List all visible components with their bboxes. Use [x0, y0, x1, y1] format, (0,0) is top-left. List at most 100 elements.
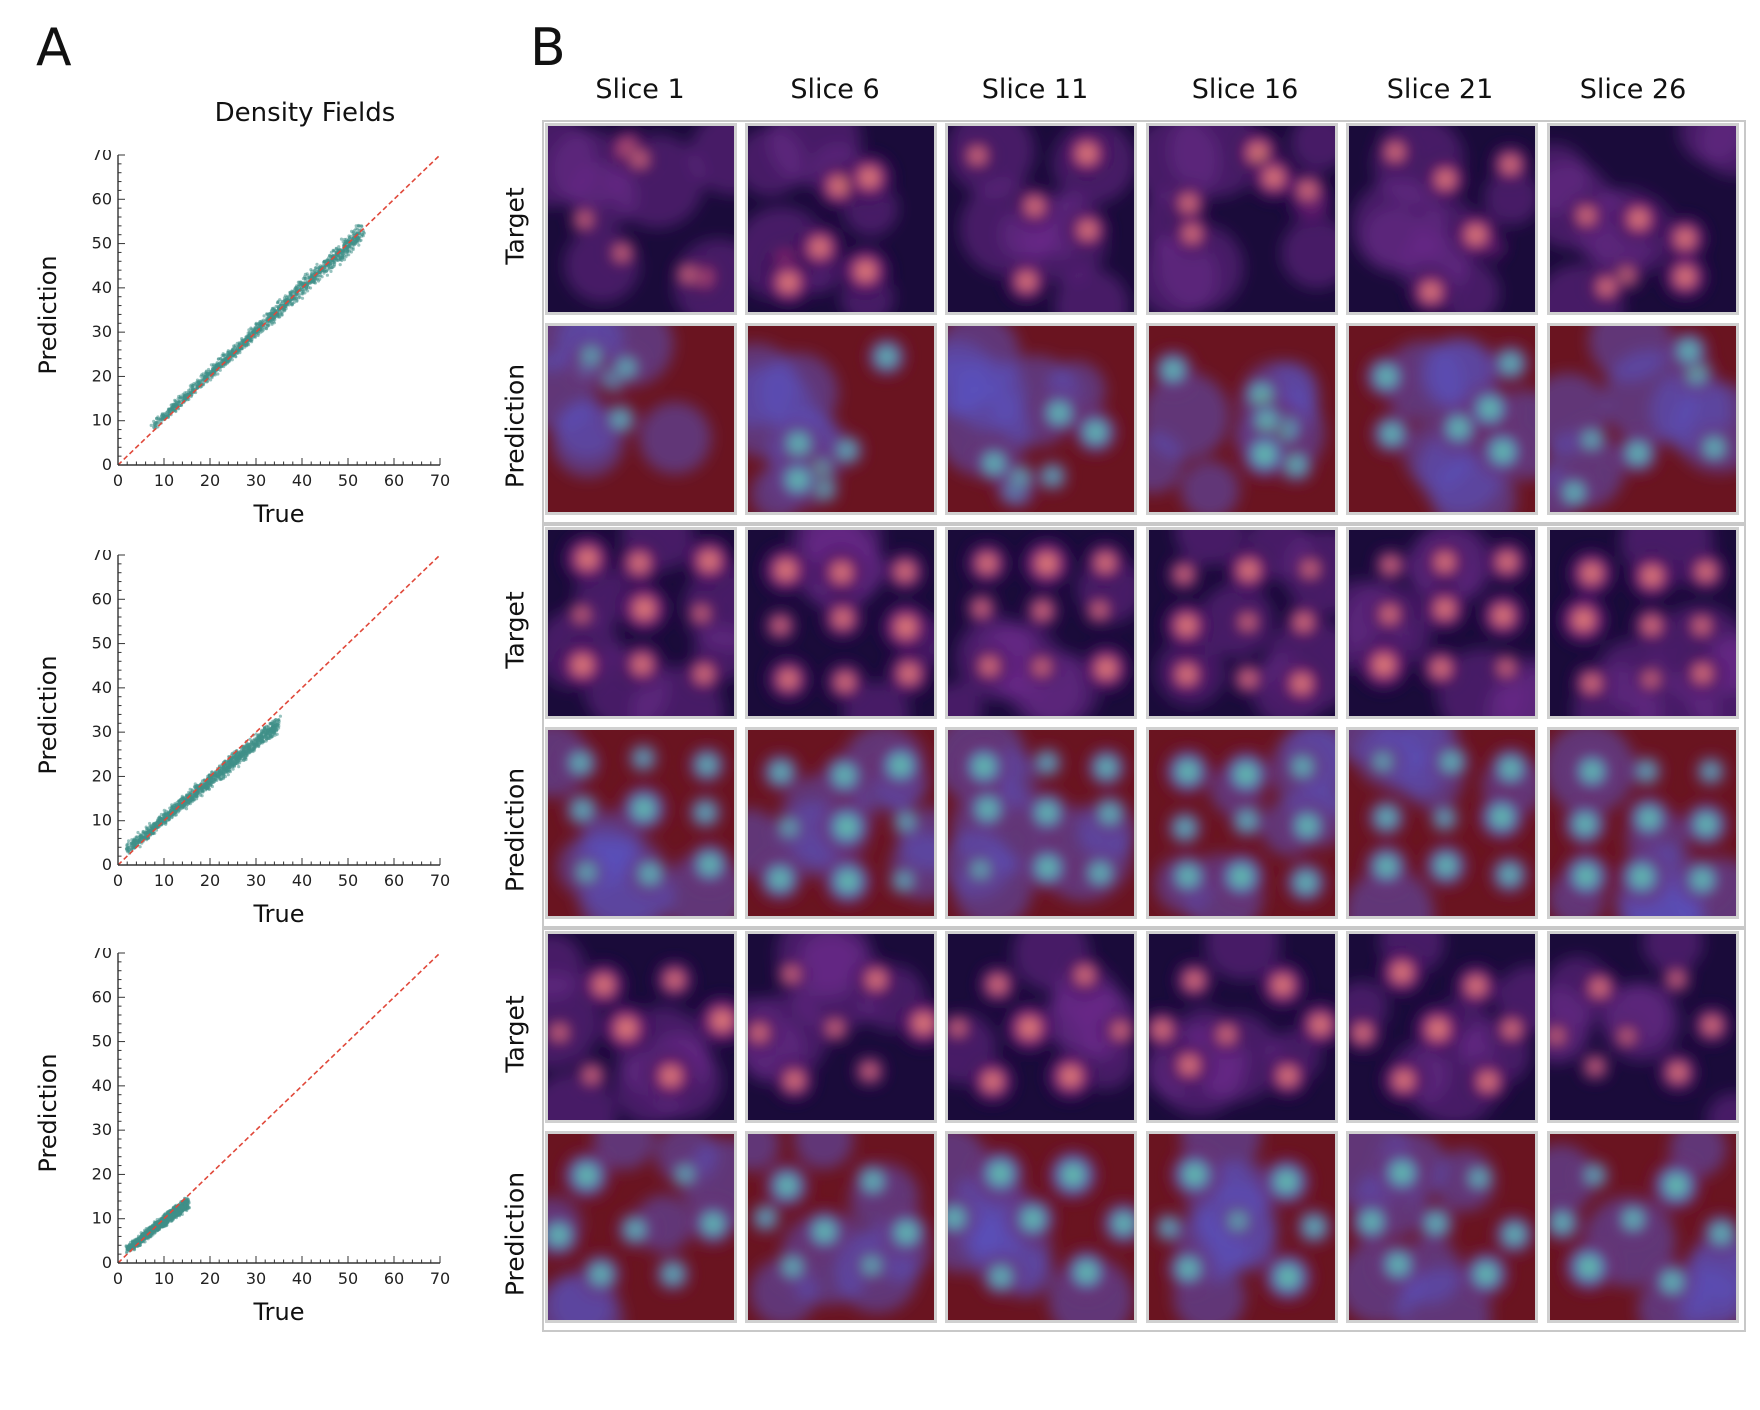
scatter-point — [222, 353, 226, 357]
scatter-point — [326, 264, 331, 268]
scatter-point — [157, 1224, 161, 1228]
scatter-point — [240, 753, 244, 757]
scatter-point — [342, 258, 347, 262]
scatter-point — [280, 299, 284, 303]
scatter-point — [183, 1205, 187, 1209]
scatter-point — [238, 756, 242, 760]
scatter-point — [362, 231, 366, 235]
scatter-point — [252, 330, 256, 334]
scatter-point — [359, 238, 363, 242]
scatter-point — [181, 1205, 185, 1210]
scatter-point — [212, 780, 216, 784]
y-tick-label: 40 — [92, 1076, 112, 1095]
scatter-point — [248, 737, 252, 741]
scatter-point — [153, 822, 157, 826]
scatter-point — [184, 1200, 188, 1204]
scatter-point — [222, 773, 226, 777]
scatter-point — [138, 834, 143, 839]
scatter-point — [226, 354, 230, 358]
scatter-point — [246, 341, 250, 345]
column-label-slice-26: Slice 26 — [1579, 74, 1687, 105]
scatter-point — [139, 837, 143, 841]
y-tick-label: 0 — [102, 855, 112, 874]
scatter-point — [266, 323, 270, 328]
scatter-point — [182, 798, 187, 802]
x-tick-label: 30 — [246, 471, 266, 490]
target-tile — [945, 931, 1137, 1123]
scatter-point — [291, 290, 295, 294]
scatter-point — [293, 297, 297, 301]
scatter-point — [176, 397, 180, 401]
scatter-point — [272, 306, 276, 310]
column-label-slice-21: Slice 21 — [1386, 74, 1494, 105]
scatter-point — [283, 294, 287, 298]
y-tick-label: 20 — [92, 366, 112, 385]
y-tick-label: 0 — [102, 455, 112, 474]
scatter-point — [296, 280, 300, 284]
scatter-point — [243, 338, 247, 342]
scatter-point — [356, 236, 360, 240]
scatter-point — [174, 1207, 178, 1211]
scatter-point — [334, 257, 338, 261]
scatter-point — [291, 301, 295, 306]
scatter-point — [244, 343, 248, 347]
scatter-plot-3: 0 10 20 30 40 50 60 70 0 10 20 30 40 50 60 70 True Predic… — [34, 948, 450, 1326]
scatter-point — [227, 760, 231, 764]
scatter-point — [264, 327, 269, 331]
scatter-point — [201, 789, 205, 793]
scatter-point — [143, 1240, 147, 1244]
y-axis-label: Prediction — [34, 1053, 62, 1172]
x-tick-label: 10 — [154, 1269, 174, 1288]
target-tile — [745, 527, 937, 719]
scatter-point — [240, 337, 244, 341]
row-label-prediction-3: Prediction — [500, 1171, 530, 1297]
y-tick-label: 40 — [92, 278, 112, 297]
scatter-point — [226, 773, 230, 777]
scatter-point — [155, 1218, 159, 1222]
scatter-point — [294, 287, 298, 291]
scatter-point — [174, 1215, 178, 1219]
scatter-point — [278, 714, 282, 718]
scatter-point — [152, 419, 156, 423]
scatter-point — [350, 241, 354, 245]
prediction-tile — [945, 1131, 1137, 1323]
y-tick-label: 20 — [92, 766, 112, 785]
x-tick-label: 10 — [154, 871, 174, 890]
scatter-point — [240, 340, 244, 344]
scatter-point — [231, 347, 235, 351]
x-tick-label: 20 — [200, 871, 220, 890]
row-label-target-2: Target — [500, 591, 530, 669]
prediction-tile — [945, 323, 1137, 515]
scatter-point — [235, 345, 239, 349]
target-tile — [1146, 931, 1338, 1123]
scatter-point — [138, 845, 142, 849]
scatter-point — [226, 770, 230, 774]
scatter-point — [309, 274, 313, 278]
scatter-point — [132, 846, 137, 850]
prediction-tile — [945, 727, 1137, 919]
scatter-point — [224, 357, 229, 361]
scatter-point — [329, 269, 333, 273]
scatter-point — [337, 245, 341, 249]
scatter-plot-2: 0 10 20 30 40 50 60 70 0 10 20 30 40 50 60 70 True Predic… — [34, 550, 450, 928]
scatter-point — [212, 366, 216, 370]
scatter-point — [168, 407, 172, 412]
prediction-tile — [1346, 727, 1538, 919]
scatter-point — [161, 1222, 165, 1226]
scatter-point — [327, 267, 331, 271]
panel-a-label: A — [36, 18, 72, 78]
scatter-point — [128, 1240, 133, 1245]
y-tick-label: 0 — [102, 1253, 112, 1272]
scatter-point — [165, 410, 169, 414]
scatter-point — [174, 803, 178, 807]
scatter-point — [254, 321, 258, 325]
scatter-point — [262, 314, 266, 318]
scatter-point — [190, 390, 194, 395]
scatter-point — [208, 782, 212, 786]
scatter-point — [233, 759, 237, 764]
scatter-point — [190, 385, 194, 389]
scatter-point — [244, 748, 248, 753]
column-label-slice-11: Slice 11 — [981, 74, 1089, 105]
scatter-point — [227, 764, 231, 769]
scatter-point — [179, 396, 183, 400]
